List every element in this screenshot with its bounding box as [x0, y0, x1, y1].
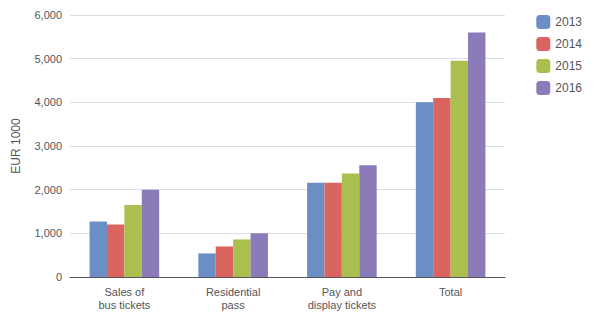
svg-text:Total: Total: [439, 286, 462, 298]
svg-text:2014: 2014: [555, 37, 582, 51]
svg-text:0: 0: [56, 271, 62, 283]
svg-text:Pay and: Pay and: [322, 286, 362, 298]
svg-text:pass: pass: [222, 299, 246, 311]
svg-text:bus tickets: bus tickets: [98, 299, 150, 311]
svg-text:Sales of: Sales of: [105, 286, 146, 298]
svg-text:3,000: 3,000: [34, 140, 62, 152]
svg-text:1,000: 1,000: [34, 227, 62, 239]
svg-text:2016: 2016: [555, 81, 582, 95]
svg-text:2,000: 2,000: [34, 184, 62, 196]
svg-text:2013: 2013: [555, 15, 582, 29]
svg-text:4,000: 4,000: [34, 96, 62, 108]
svg-text:display tickets: display tickets: [308, 299, 377, 311]
svg-text:EUR 1000: EUR 1000: [9, 118, 23, 174]
svg-text:Residential: Residential: [206, 286, 260, 298]
svg-text:2015: 2015: [555, 59, 582, 73]
svg-text:6,000: 6,000: [34, 9, 62, 21]
svg-text:5,000: 5,000: [34, 53, 62, 65]
